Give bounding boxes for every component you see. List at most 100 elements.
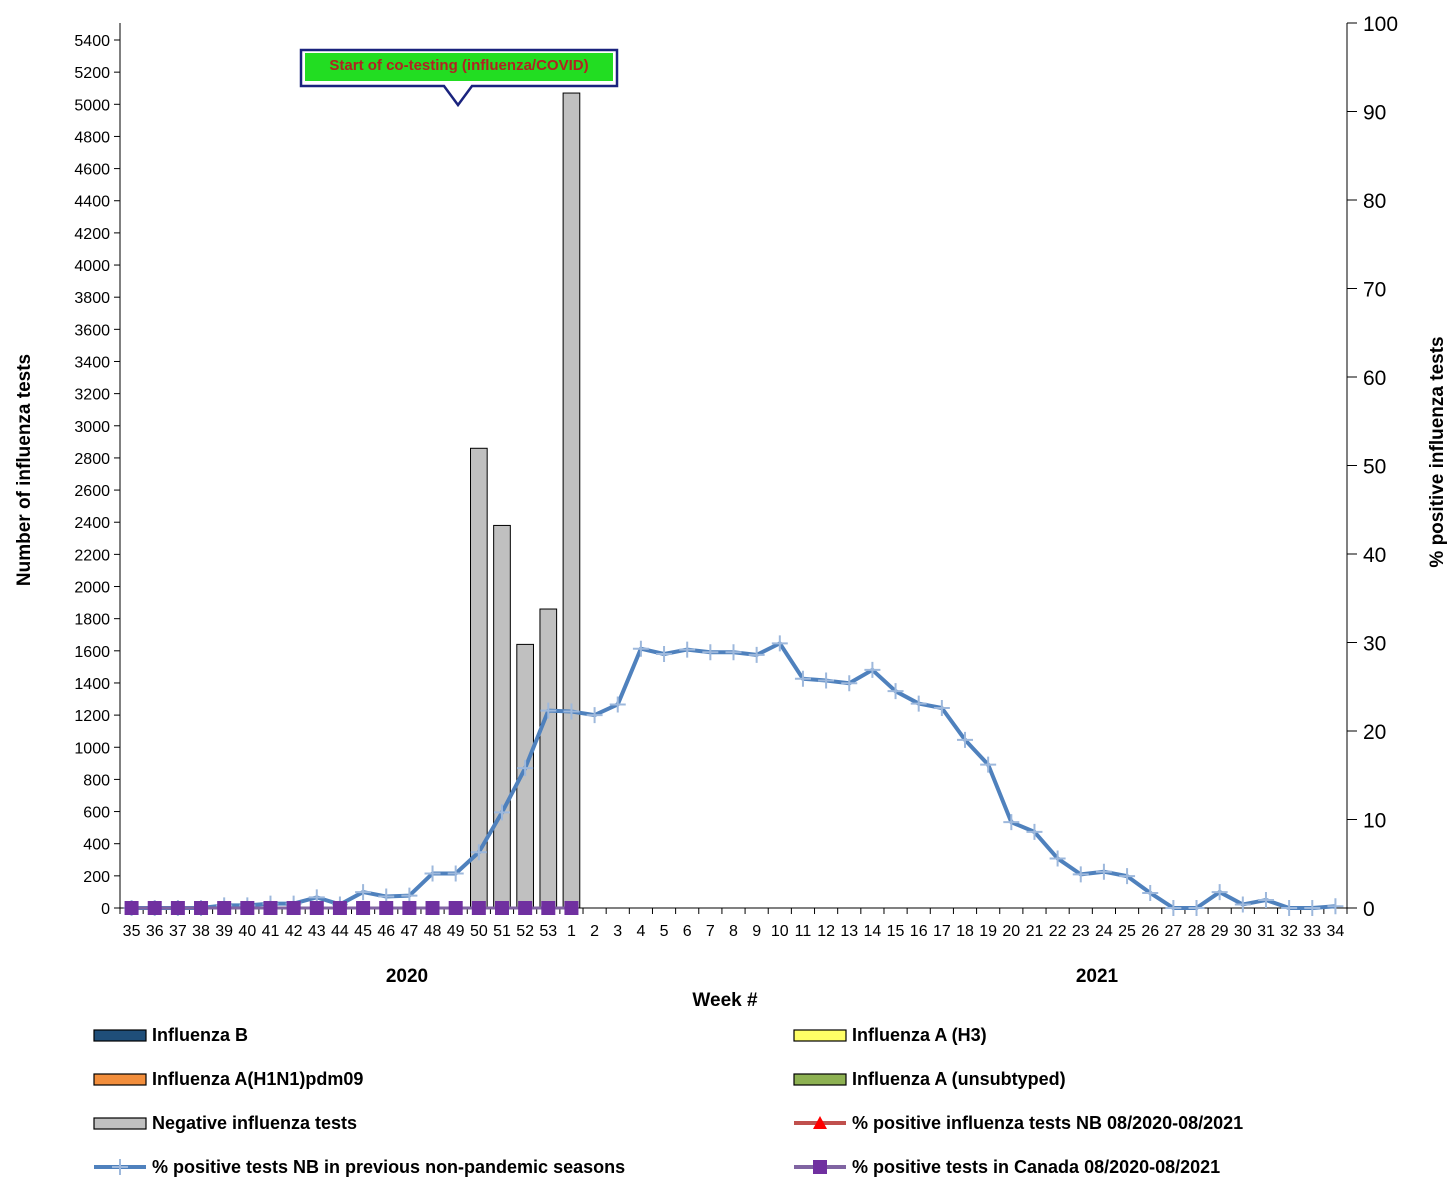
x-tick-label: 31 xyxy=(1257,923,1275,940)
marker-previous-seasons xyxy=(1026,823,1043,840)
marker-previous-seasons xyxy=(702,644,719,661)
right-tick-label: 0 xyxy=(1363,898,1375,921)
x-tick-label: 1 xyxy=(567,923,576,940)
marker-previous-seasons xyxy=(1211,884,1228,901)
marker-canada xyxy=(356,901,371,915)
marker-previous-seasons xyxy=(586,707,603,724)
labels-layer: 0200400600800100012001400160018002000220… xyxy=(14,13,1448,1011)
axes-layer xyxy=(114,22,1357,914)
marker-canada xyxy=(170,901,185,915)
marker-previous-seasons xyxy=(1304,900,1321,916)
x-tick-label: 27 xyxy=(1164,923,1182,940)
marker-canada xyxy=(425,901,440,915)
left-tick-label: 5200 xyxy=(74,65,110,82)
annotation-highlight xyxy=(305,53,613,81)
marker-canada xyxy=(240,901,255,915)
x-tick-label: 14 xyxy=(864,923,882,940)
marker-previous-seasons xyxy=(1234,896,1251,913)
right-tick-label: 40 xyxy=(1363,544,1386,567)
left-tick-label: 3600 xyxy=(74,322,110,339)
marker-previous-seasons xyxy=(1095,863,1112,880)
marker-previous-seasons xyxy=(470,844,487,861)
x-tick-label: 30 xyxy=(1234,923,1252,940)
x-tick-label: 39 xyxy=(215,923,233,940)
x-tick-label: 10 xyxy=(771,923,789,940)
x-tick-label: 45 xyxy=(354,923,372,940)
x-tick-label: 2 xyxy=(590,923,599,940)
marker-previous-seasons xyxy=(1003,814,1020,831)
marker-previous-seasons xyxy=(1281,900,1298,916)
marker-canada xyxy=(147,901,162,915)
right-tick-label: 30 xyxy=(1363,633,1386,656)
left-tick-label: 1200 xyxy=(74,708,110,725)
marker-previous-seasons xyxy=(771,635,788,652)
right-tick-label: 70 xyxy=(1363,279,1386,302)
x-tick-label: 15 xyxy=(887,923,905,940)
year-label: 2021 xyxy=(1076,966,1119,987)
x-tick-label: 19 xyxy=(979,923,997,940)
marker-canada xyxy=(332,901,347,915)
left-tick-label: 1400 xyxy=(74,676,110,693)
marker-previous-seasons xyxy=(980,756,997,773)
left-tick-label: 5000 xyxy=(74,97,110,114)
x-tick-label: 17 xyxy=(933,923,951,940)
x-tick-label: 29 xyxy=(1211,923,1229,940)
marker-canada xyxy=(286,901,301,915)
x-tick-label: 49 xyxy=(447,923,465,940)
x-tick-label: 41 xyxy=(262,923,280,940)
right-tick-label: 80 xyxy=(1363,190,1386,213)
marker-previous-seasons xyxy=(540,702,557,719)
series-line-previous-seasons xyxy=(131,641,1336,910)
x-tick-label: 20 xyxy=(1002,923,1020,940)
marker-previous-seasons xyxy=(748,646,765,663)
left-tick-label: 1000 xyxy=(74,740,110,757)
x-tick-label: 22 xyxy=(1049,923,1067,940)
x-tick-label: 16 xyxy=(910,923,928,940)
marker-canada xyxy=(448,901,463,915)
x-tick-label: 37 xyxy=(169,923,187,940)
marker-previous-seasons xyxy=(609,696,626,713)
left-tick-label: 4400 xyxy=(74,194,110,211)
left-tick-label: 2000 xyxy=(74,580,110,597)
x-tick-label: 28 xyxy=(1188,923,1206,940)
x-tick-label: 42 xyxy=(285,923,303,940)
x-tick-label: 40 xyxy=(238,923,256,940)
marker-previous-seasons xyxy=(818,672,835,689)
x-tick-label: 18 xyxy=(956,923,974,940)
left-tick-label: 800 xyxy=(83,772,110,789)
x-tick-label: 11 xyxy=(795,923,812,940)
marker-previous-seasons xyxy=(447,865,464,882)
x-tick-label: 8 xyxy=(729,923,738,940)
x-tick-label: 38 xyxy=(192,923,210,940)
bar-negative-tests xyxy=(562,92,581,909)
marker-previous-seasons xyxy=(632,640,649,657)
right-axis-title: % positive influenza tests xyxy=(1427,336,1448,567)
marker-previous-seasons xyxy=(493,804,510,821)
x-tick-label: 43 xyxy=(308,923,326,940)
left-tick-label: 200 xyxy=(83,869,110,886)
x-axis-title: Week # xyxy=(692,990,758,1011)
x-tick-label: 52 xyxy=(516,923,534,940)
x-tick-label: 34 xyxy=(1327,923,1345,940)
x-tick-label: 48 xyxy=(424,923,442,940)
x-tick-label: 33 xyxy=(1303,923,1321,940)
marker-previous-seasons xyxy=(1142,884,1159,901)
x-tick-label: 24 xyxy=(1095,923,1113,940)
marker-previous-seasons xyxy=(656,646,673,663)
marker-previous-seasons xyxy=(933,699,950,716)
x-tick-label: 5 xyxy=(660,923,669,940)
marker-previous-seasons xyxy=(355,884,372,901)
marker-canada xyxy=(471,901,486,915)
marker-canada xyxy=(379,901,394,915)
left-tick-label: 2800 xyxy=(74,451,110,468)
right-tick-label: 20 xyxy=(1363,721,1386,744)
marker-previous-seasons xyxy=(910,695,927,712)
marker-canada xyxy=(263,901,278,915)
marker-previous-seasons xyxy=(1049,850,1066,867)
marker-previous-seasons xyxy=(1188,900,1205,916)
left-axis-title: Number of influenza tests xyxy=(14,354,35,586)
x-tick-label: 44 xyxy=(331,923,349,940)
marker-canada xyxy=(402,901,417,915)
x-tick-label: 53 xyxy=(539,923,557,940)
